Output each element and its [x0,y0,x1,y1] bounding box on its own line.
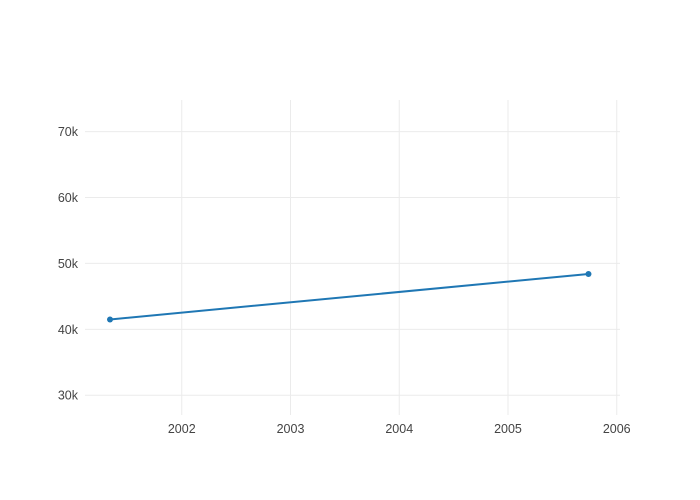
x-tick-label: 2003 [277,422,305,436]
data-point-marker[interactable] [585,270,592,277]
x-tick-label: 2005 [494,422,522,436]
x-tick-label: 2002 [168,422,196,436]
data-line [109,272,590,321]
data-point-marker[interactable] [107,316,114,323]
y-tick-label: 70k [58,125,79,139]
y-tick-label: 50k [58,257,79,271]
y-tick-label: 60k [58,191,79,205]
x-tick-label: 2004 [385,422,413,436]
y-tick-label: 40k [58,323,79,337]
y-tick-label: 30k [58,389,79,403]
x-tick-label: 2006 [603,422,631,436]
